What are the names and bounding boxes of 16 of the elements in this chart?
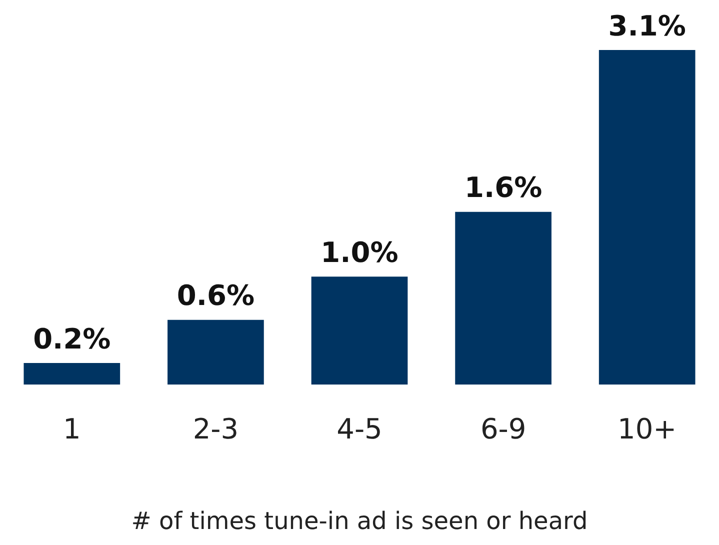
x-tick-label: 1 [62,412,81,446]
data-label: 1.6% [464,171,542,204]
bar [455,212,552,385]
x-tick-label: 4-5 [336,412,382,446]
x-tick-label: 10+ [618,412,677,446]
data-label: 1.0% [320,236,398,269]
x-axis-title: # of times tune-in ad is seen or heard [131,506,588,535]
bar [24,363,120,385]
x-tick-label: 6-9 [480,412,526,446]
data-label: 3.1% [608,9,686,42]
bar [598,50,696,385]
data-label: 0.2% [33,322,111,356]
data-label: 0.6% [176,279,255,312]
bar [168,320,264,385]
x-tick-label: 2-3 [192,412,239,446]
bar [311,276,408,385]
